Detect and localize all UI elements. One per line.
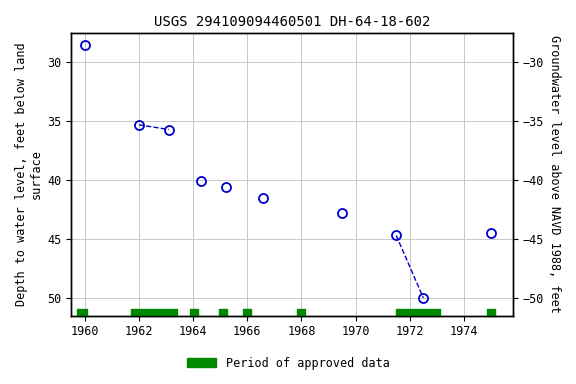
Y-axis label: Depth to water level, feet below land
surface: Depth to water level, feet below land su… [15, 43, 43, 306]
Legend: Period of approved data: Period of approved data [182, 352, 394, 374]
Title: USGS 294109094460501 DH-64-18-602: USGS 294109094460501 DH-64-18-602 [154, 15, 430, 29]
Y-axis label: Groundwater level above NAVD 1988, feet: Groundwater level above NAVD 1988, feet [548, 35, 561, 313]
